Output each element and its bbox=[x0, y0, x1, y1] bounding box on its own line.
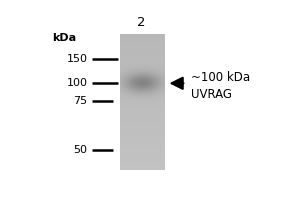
Text: 75: 75 bbox=[74, 96, 88, 106]
Text: UVRAG: UVRAG bbox=[191, 88, 232, 101]
Text: 50: 50 bbox=[74, 145, 88, 155]
Text: 2: 2 bbox=[137, 16, 145, 29]
Text: 150: 150 bbox=[67, 54, 88, 64]
Text: 100: 100 bbox=[67, 78, 88, 88]
Text: kDa: kDa bbox=[52, 33, 77, 43]
Text: ~100 kDa: ~100 kDa bbox=[191, 71, 250, 84]
